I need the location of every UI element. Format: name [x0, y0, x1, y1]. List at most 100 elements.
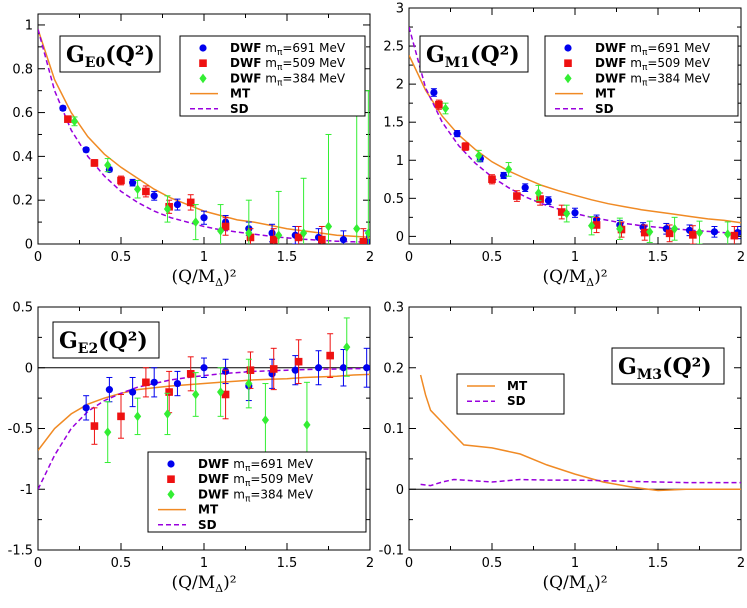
legend-label-bold: MT: [595, 87, 616, 101]
x-tick-label: 0: [34, 250, 42, 265]
data-point: [200, 357, 208, 378]
legend-label-sub: π: [642, 78, 648, 88]
data-point: [163, 195, 172, 223]
data-point: [261, 383, 270, 457]
series-line-mt: [419, 374, 741, 492]
marker-circle: [82, 404, 90, 412]
legend-label: DWF mπ=509 MeV: [595, 56, 711, 73]
panel-title: GM3(Q²): [618, 354, 712, 383]
marker-square: [186, 198, 195, 207]
data-point: [173, 198, 182, 211]
data-point: [695, 220, 704, 244]
y-tick-label: 0: [25, 361, 33, 376]
marker-diamond: [245, 378, 253, 389]
data-point: [269, 228, 278, 244]
legend-label-m: m: [265, 41, 277, 55]
y-tick-label: 0.1: [383, 422, 404, 437]
data-point: [571, 207, 579, 218]
marker-circle: [521, 184, 529, 192]
data-point: [245, 199, 253, 244]
legend-label-sub: π: [277, 63, 283, 73]
title-arg: (Q²): [662, 354, 712, 380]
marker-circle: [314, 364, 323, 372]
marker-square: [318, 235, 326, 244]
marker-diamond: [217, 226, 225, 236]
marker-diamond: [475, 150, 483, 161]
data-point: [544, 196, 553, 205]
data-point: [142, 367, 150, 398]
legend-label-m: m: [233, 487, 245, 501]
data-point: [294, 225, 303, 244]
data-point: [82, 395, 90, 421]
legend-label-bold: DWF: [230, 71, 261, 85]
x-axis-label-sub: Δ: [215, 276, 223, 289]
legend-label-m: m: [265, 71, 277, 85]
data-point: [616, 217, 624, 240]
marker-square: [117, 176, 125, 185]
x-tick-label: 2: [366, 250, 374, 265]
marker-diamond: [245, 228, 253, 238]
marker-square: [246, 233, 255, 242]
data-point: [117, 175, 125, 186]
marker-diamond: [192, 389, 200, 400]
data-point: [129, 376, 137, 408]
legend-label-sub: π: [245, 494, 251, 504]
data-point: [269, 347, 278, 391]
marker-square: [117, 412, 125, 421]
panel-title: GE2(Q²): [59, 328, 148, 357]
marker-square: [246, 366, 255, 374]
marker-diamond: [441, 103, 450, 114]
legend-marker-diamond: [564, 73, 572, 84]
legend-label-sub: π: [642, 48, 648, 58]
x-axis-label-end: )²: [223, 573, 236, 593]
legend-label-value: =691 MeV: [282, 41, 346, 55]
y-tick-label: -0.5: [8, 422, 33, 437]
x-axis-label: (Q/MΔ)²: [542, 573, 607, 595]
marker-diamond: [671, 223, 679, 234]
data-point: [563, 204, 571, 223]
marker-circle: [200, 364, 208, 372]
y-tick-label: 0.5: [383, 192, 404, 207]
x-tick-label: 0.5: [111, 556, 132, 571]
data-point: [353, 112, 361, 244]
x-axis-label-main: (Q/M: [542, 267, 586, 287]
legend-label: MT: [230, 87, 251, 101]
chart-panel-1: 0 0.5 1 1.5 2 0 0.2 0.4 0.6 0.8 1 (Q/MΔ)² GE0(Q²) DWF…: [12, 13, 374, 289]
marker-square: [142, 187, 150, 196]
data-point: [488, 174, 496, 185]
marker-circle: [453, 130, 461, 138]
data-point: [90, 407, 99, 445]
title-arg: (Q²): [470, 42, 520, 68]
marker-diamond: [303, 420, 311, 430]
data-point: [324, 133, 333, 244]
data-point: [475, 149, 483, 162]
panel-title: GM1(Q²): [426, 42, 520, 71]
data-point: [165, 370, 173, 414]
x-tick-label: 1.5: [648, 250, 669, 265]
x-axis-label-main: (Q/M: [542, 573, 586, 593]
x-axis-label-main: (Q/M: [171, 267, 215, 287]
data-point: [59, 104, 67, 112]
title-box: [52, 321, 160, 359]
marker-diamond: [324, 221, 333, 232]
title-sub: M1: [445, 55, 470, 71]
legend-box: [456, 373, 565, 415]
marker-circle: [291, 366, 299, 374]
x-tick-label: 0: [34, 556, 42, 571]
data-point: [300, 177, 308, 244]
legend-label-bold: DWF: [595, 56, 626, 70]
y-tick-label: 2: [396, 78, 404, 93]
x-tick-label: 2: [366, 556, 374, 571]
data-point: [730, 225, 739, 244]
legend-label-m: m: [630, 56, 642, 70]
legend-marker-square: [564, 59, 572, 67]
legend-label: DWF mπ=691 MeV: [230, 41, 346, 58]
legend-label-sub: π: [277, 48, 283, 58]
marker-square: [665, 229, 674, 238]
x-tick-label: 1: [571, 250, 579, 265]
marker-diamond: [724, 229, 732, 239]
marker-square: [64, 115, 72, 123]
legend-label: SD: [507, 394, 526, 408]
marker-square: [557, 208, 566, 216]
legend-label-bold: SD: [230, 102, 249, 116]
